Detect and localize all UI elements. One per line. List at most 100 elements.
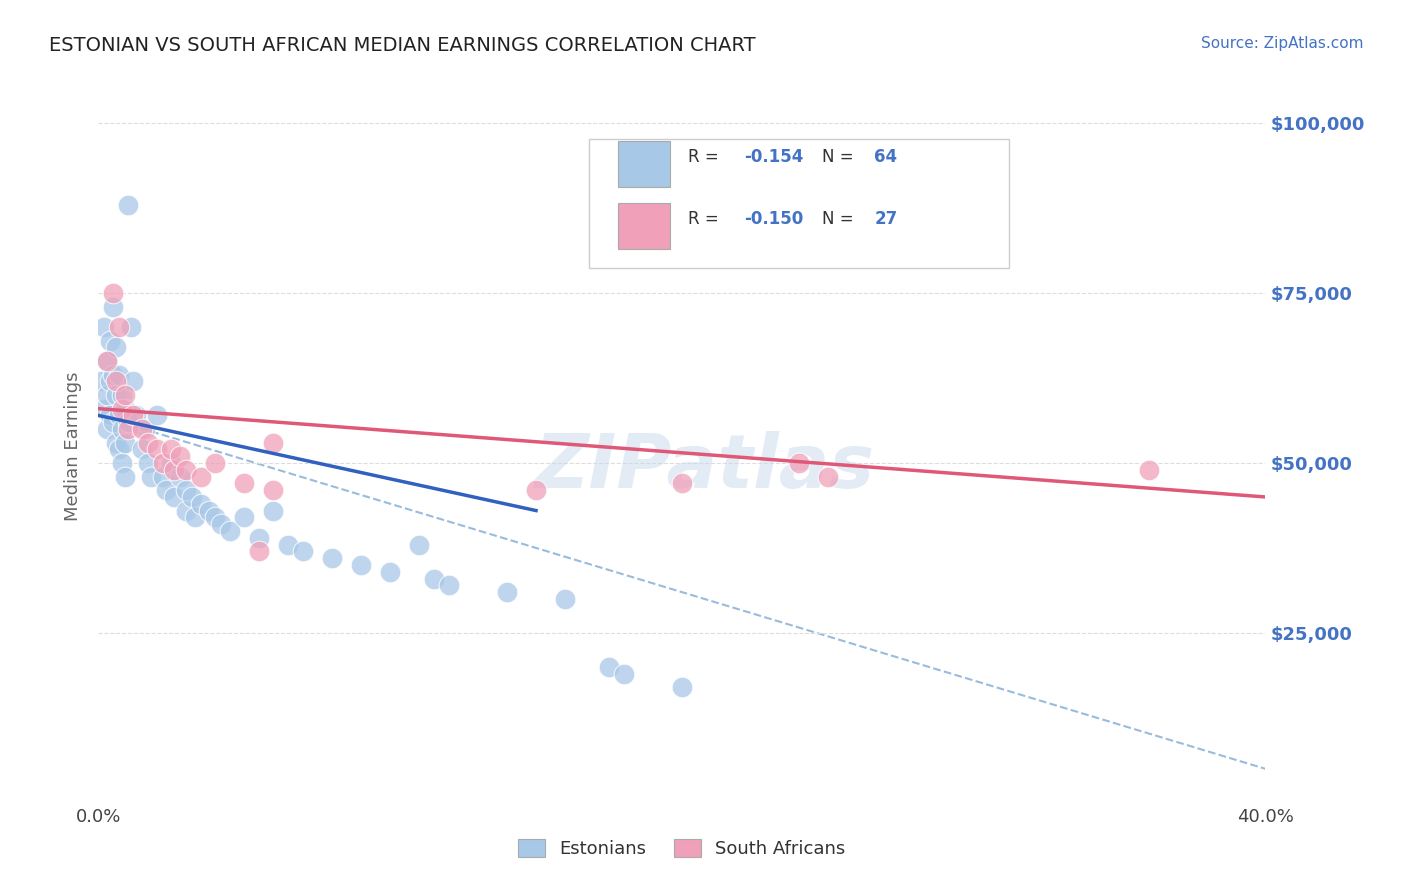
Point	[671, 476, 693, 491]
Point	[93, 401, 115, 416]
Point	[174, 463, 197, 477]
Point	[160, 456, 183, 470]
Point	[122, 409, 145, 423]
Point	[204, 456, 226, 470]
Text: R =: R =	[688, 210, 724, 227]
Point	[169, 469, 191, 483]
Point	[174, 503, 197, 517]
Point	[787, 456, 810, 470]
Point	[152, 456, 174, 470]
Point	[174, 483, 197, 498]
Point	[104, 375, 127, 389]
Point	[90, 375, 112, 389]
Point	[152, 469, 174, 483]
Text: Source: ZipAtlas.com: Source: ZipAtlas.com	[1201, 36, 1364, 51]
Point	[108, 409, 131, 423]
Text: ZIPatlas: ZIPatlas	[536, 431, 876, 504]
Point	[117, 422, 139, 436]
Point	[98, 409, 121, 423]
Point	[423, 572, 446, 586]
Point	[233, 510, 256, 524]
Point	[204, 510, 226, 524]
Point	[139, 469, 162, 483]
Point	[101, 300, 124, 314]
Point	[247, 531, 270, 545]
Point	[209, 517, 232, 532]
Point	[408, 537, 430, 551]
Point	[155, 483, 177, 498]
Point	[160, 442, 183, 457]
Text: N =: N =	[823, 148, 859, 166]
Point	[108, 320, 131, 334]
Point	[111, 388, 134, 402]
Text: -0.154: -0.154	[744, 148, 803, 166]
FancyBboxPatch shape	[589, 139, 1008, 268]
Point	[190, 497, 212, 511]
Point	[114, 469, 136, 483]
Point	[554, 591, 576, 606]
Point	[146, 442, 169, 457]
Point	[163, 490, 186, 504]
Point	[114, 388, 136, 402]
Point	[183, 510, 205, 524]
Point	[262, 435, 284, 450]
Point	[598, 660, 620, 674]
Point	[101, 286, 124, 301]
Point	[524, 483, 547, 498]
Point	[1137, 463, 1160, 477]
Point	[180, 490, 202, 504]
Point	[114, 435, 136, 450]
Text: ESTONIAN VS SOUTH AFRICAN MEDIAN EARNINGS CORRELATION CHART: ESTONIAN VS SOUTH AFRICAN MEDIAN EARNING…	[49, 36, 756, 54]
Point	[190, 469, 212, 483]
Y-axis label: Median Earnings: Median Earnings	[65, 371, 83, 521]
Point	[146, 409, 169, 423]
Text: N =: N =	[823, 210, 859, 227]
Point	[350, 558, 373, 572]
Point	[98, 375, 121, 389]
Point	[96, 354, 118, 368]
Point	[114, 401, 136, 416]
Text: -0.150: -0.150	[744, 210, 803, 227]
Point	[131, 442, 153, 457]
Point	[817, 469, 839, 483]
Point	[111, 422, 134, 436]
Point	[134, 422, 156, 436]
Point	[612, 666, 634, 681]
Point	[96, 422, 118, 436]
Point	[496, 585, 519, 599]
Point	[262, 483, 284, 498]
Point	[247, 544, 270, 558]
Point	[262, 503, 284, 517]
Point	[111, 456, 134, 470]
Point	[96, 354, 118, 368]
Point	[218, 524, 240, 538]
Point	[111, 401, 134, 416]
Point	[131, 422, 153, 436]
FancyBboxPatch shape	[617, 141, 671, 187]
Point	[104, 341, 127, 355]
Point	[671, 680, 693, 694]
Point	[122, 375, 145, 389]
Point	[101, 368, 124, 382]
Point	[101, 415, 124, 429]
Point	[163, 463, 186, 477]
Point	[117, 415, 139, 429]
Text: 27: 27	[875, 210, 897, 227]
Point	[233, 476, 256, 491]
Point	[108, 442, 131, 457]
FancyBboxPatch shape	[617, 202, 671, 249]
Point	[169, 449, 191, 463]
Text: R =: R =	[688, 148, 724, 166]
Point	[108, 368, 131, 382]
Point	[380, 565, 402, 579]
Point	[136, 435, 159, 450]
Point	[98, 334, 121, 348]
Point	[198, 503, 221, 517]
Point	[93, 320, 115, 334]
Point	[104, 388, 127, 402]
Point	[136, 456, 159, 470]
Point	[291, 544, 314, 558]
Point	[104, 435, 127, 450]
Legend: Estonians, South Africans: Estonians, South Africans	[510, 831, 853, 865]
Point	[96, 388, 118, 402]
